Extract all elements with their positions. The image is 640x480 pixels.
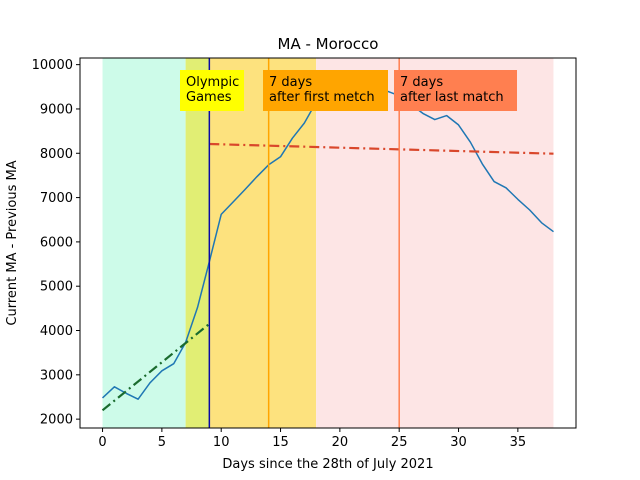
shaded-region-4 bbox=[316, 58, 554, 428]
y-tick-label: 5000 bbox=[40, 280, 73, 295]
post-olympics-trend-line bbox=[209, 142, 554, 155]
x-tick-label: 35 bbox=[510, 435, 527, 450]
annotation-first-match-line-1: 7 days bbox=[269, 75, 312, 90]
x-axis-ticks: 0 5 10 15 20 25 30 35 bbox=[98, 428, 526, 450]
y-tick-label: 7000 bbox=[40, 191, 73, 206]
x-axis-label: Days since the 28th of July 2021 bbox=[222, 457, 433, 472]
annotation-olympic-games-box bbox=[180, 70, 244, 111]
y-tick-label: 2000 bbox=[40, 413, 73, 428]
chart-title: MA - Morocco bbox=[278, 35, 379, 53]
x-tick-label: 5 bbox=[158, 435, 166, 450]
annotation-first-match-box bbox=[263, 70, 388, 111]
plot-frame bbox=[79, 57, 577, 429]
x-tick-label: 0 bbox=[98, 435, 106, 450]
y-tick-label: 9000 bbox=[40, 102, 73, 117]
y-tick-label: 6000 bbox=[40, 235, 73, 250]
annotation-olympic-games-line-1: Olympic bbox=[186, 75, 239, 90]
x-tick-label: 15 bbox=[272, 435, 289, 450]
annotation-first-match-line-2: after first metch bbox=[269, 90, 375, 105]
shaded-regions bbox=[102, 58, 554, 428]
shaded-region-2 bbox=[185, 58, 210, 428]
x-tick-label: 10 bbox=[213, 435, 230, 450]
x-tick-label: 25 bbox=[391, 435, 408, 450]
y-axis-ticks: 2000 3000 4000 5000 6000 7000 8000 9000 10000 bbox=[32, 58, 80, 428]
y-axis-label: Current MA - Previous MA bbox=[5, 160, 20, 325]
shaded-region-3 bbox=[209, 58, 317, 428]
pre-olympics-trend-line bbox=[101, 323, 210, 412]
vertical-marker-lines bbox=[208, 58, 400, 428]
y-tick-label: 3000 bbox=[40, 368, 73, 383]
shaded-region-1 bbox=[102, 58, 186, 428]
x-tick-label: 20 bbox=[332, 435, 349, 450]
annotation-last-match-line-1: 7 days bbox=[400, 75, 443, 90]
annotation-last-match-line-2: after last match bbox=[400, 90, 504, 105]
y-tick-label: 10000 bbox=[32, 58, 73, 73]
annotation-last-match-box bbox=[394, 70, 517, 111]
y-tick-label: 4000 bbox=[40, 324, 73, 339]
x-tick-label: 30 bbox=[450, 435, 467, 450]
annotation-olympic-games-line-2: Games bbox=[186, 90, 232, 105]
y-tick-label: 8000 bbox=[40, 147, 73, 162]
